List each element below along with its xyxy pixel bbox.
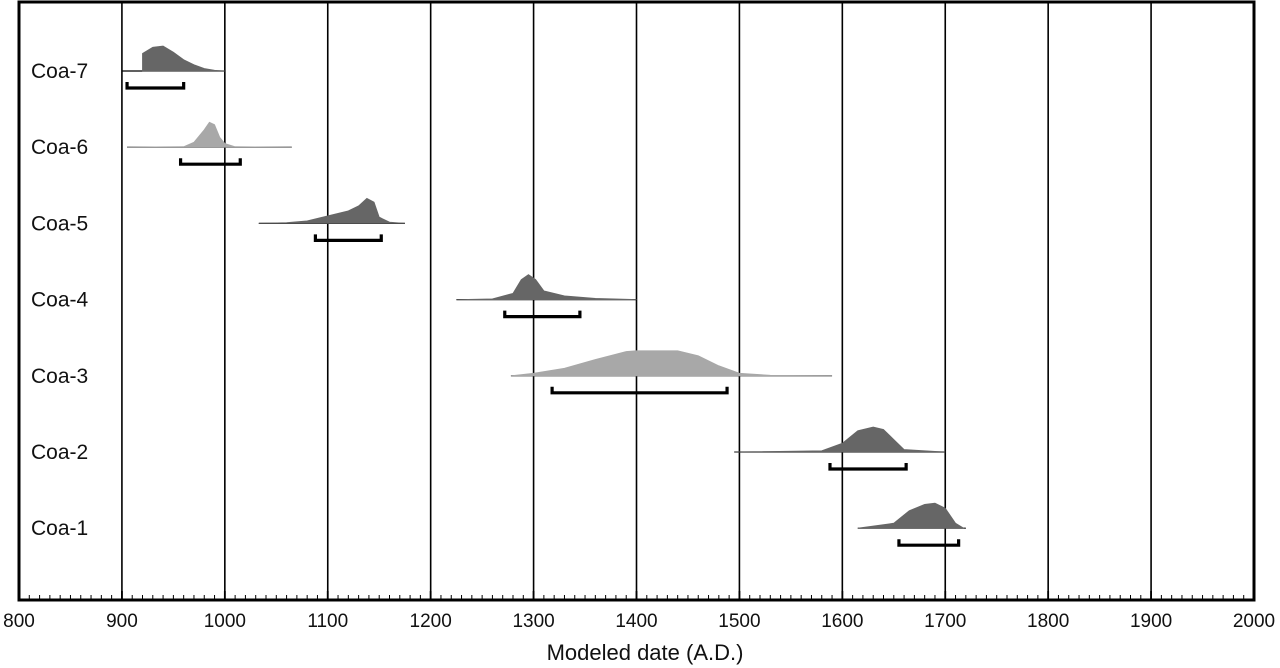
coa-6-density: [127, 121, 292, 148]
coa-1-label: Coa-1: [31, 517, 88, 540]
coa-6-label: Coa-6: [31, 136, 88, 159]
coa-1-density: [857, 502, 966, 529]
coa-5-label: Coa-5: [31, 212, 88, 235]
tick-label-1700: 1700: [924, 611, 966, 632]
tick-label-1400: 1400: [615, 611, 657, 632]
x-axis-title: Modeled date (A.D.): [547, 640, 744, 665]
tick-label-1300: 1300: [512, 611, 554, 632]
tick-label-900: 900: [106, 611, 138, 632]
plot-frame: [17, 0, 1256, 602]
tick-label-800: 800: [3, 611, 35, 632]
axis-layer: 800 900 1000 1100 1200 1300 1400 1500 1600 1700 18…: [3, 591, 1275, 632]
coa-7-range-bracket: [125, 82, 186, 90]
coa-2-range-bracket: [828, 463, 908, 471]
density-layer: [121, 45, 966, 529]
coa-4-range-bracket: [503, 310, 582, 319]
coa-2-label: Coa-2: [31, 441, 88, 464]
tick-label-1500: 1500: [718, 611, 760, 632]
coa-3-range-bracket: [550, 386, 729, 395]
grid-layer: [121, 2, 1152, 600]
bracket-layer: [125, 82, 961, 547]
tick-label-1800: 1800: [1027, 611, 1069, 632]
coa-4-density: [456, 274, 637, 301]
coa-1-range-bracket: [897, 539, 961, 547]
coa-3-density: [510, 350, 833, 377]
tick-label-1100: 1100: [307, 611, 348, 632]
tick-label-1900: 1900: [1130, 611, 1172, 632]
coa-7-label: Coa-7: [31, 60, 88, 83]
coa-5-range-bracket: [313, 234, 383, 242]
coa-4-label: Coa-4: [31, 289, 89, 312]
coa-3-label: Coa-3: [31, 365, 88, 388]
coa-2-density: [734, 426, 946, 453]
tick-label-1200: 1200: [410, 611, 452, 632]
tick-label-2000: 2000: [1233, 611, 1275, 632]
coa-5-density: [258, 197, 405, 224]
label-layer: Coa-7 Coa-6 Coa-5 Coa-4 Coa-3 Coa-2 Coa-1: [31, 60, 89, 540]
tick-label-1000: 1000: [204, 611, 246, 632]
coa-6-range-bracket: [178, 158, 242, 166]
tick-label-1600: 1600: [821, 611, 863, 632]
coa-7-density: [142, 45, 225, 72]
